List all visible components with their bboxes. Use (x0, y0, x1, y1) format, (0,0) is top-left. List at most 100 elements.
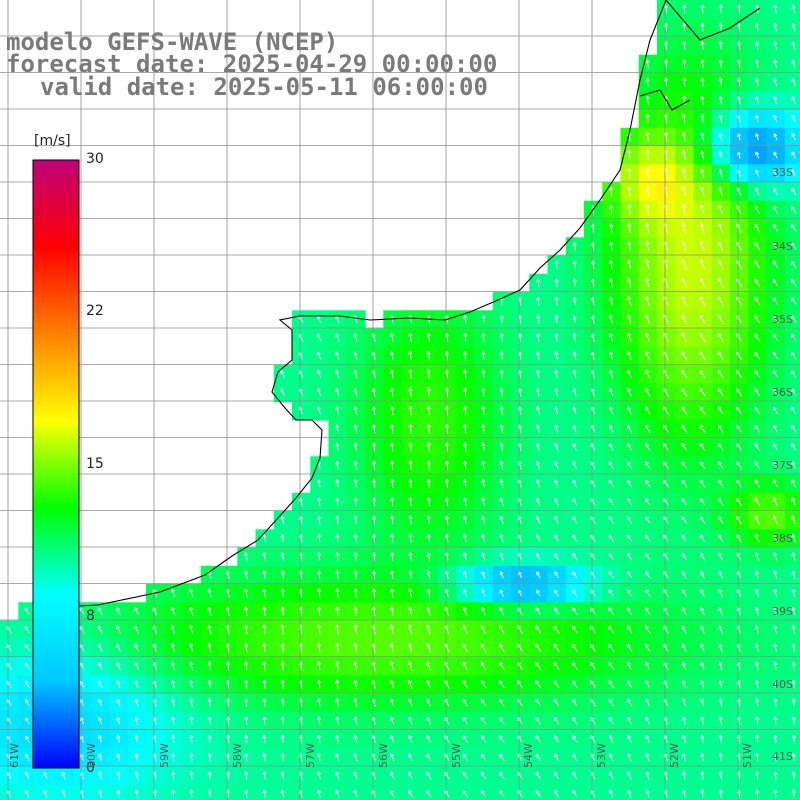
wind-arrow (98, 735, 103, 743)
wind-arrow (773, 716, 778, 726)
wind-arrow (791, 625, 796, 634)
wind-arrow (463, 589, 468, 598)
wind-arrow (554, 424, 559, 433)
wind-arrow (554, 771, 560, 780)
wind-arrow (645, 643, 651, 652)
wind-arrow (718, 771, 723, 780)
wind-arrow (554, 260, 559, 269)
wind-arrow (462, 735, 468, 743)
wind-arrow (554, 388, 559, 397)
field-cell (784, 547, 800, 567)
wind-arrow (116, 771, 121, 780)
wind-arrow (189, 624, 194, 635)
wind-arrow (426, 643, 431, 653)
wind-arrow (754, 479, 760, 488)
wind-arrow (717, 369, 724, 379)
field-cell (784, 383, 800, 403)
wind-arrow (499, 735, 505, 743)
wind-arrow (25, 789, 30, 798)
wind-arrow (499, 497, 504, 507)
wind-arrow (262, 534, 267, 543)
field-cell (419, 784, 439, 800)
wind-arrow (481, 387, 486, 397)
wind-arrow (754, 552, 760, 561)
wind-arrow (408, 753, 413, 762)
wind-arrow (462, 624, 468, 635)
wind-arrow (608, 388, 614, 397)
wind-arrow (681, 461, 688, 470)
wind-arrow (773, 789, 778, 799)
wind-arrow (353, 734, 358, 744)
wind-arrow (280, 534, 285, 543)
wind-arrow (207, 624, 212, 635)
wind-arrow (480, 680, 487, 689)
wind-arrow (772, 406, 779, 415)
wind-arrow (554, 442, 559, 452)
wind-arrow (244, 679, 249, 689)
wind-arrow (499, 534, 504, 543)
wind-arrow (718, 516, 724, 525)
wind-arrow (280, 570, 285, 580)
lat-label-39s: 39S (772, 605, 793, 618)
field-cell (237, 784, 257, 800)
wind-arrow (481, 589, 486, 597)
wind-arrow (189, 716, 194, 725)
wind-arrow (718, 497, 724, 506)
wind-arrow (791, 570, 796, 580)
wind-arrow (717, 424, 724, 433)
wind-arrow (773, 552, 778, 561)
wind-arrow (463, 424, 468, 434)
wind-arrow (755, 753, 760, 762)
wind-arrow (134, 735, 139, 743)
wind-arrow (353, 424, 358, 434)
wind-arrow (627, 388, 632, 397)
wind-arrow (463, 570, 468, 579)
wind-arrow (408, 442, 413, 452)
wind-arrow (353, 606, 358, 617)
wind-arrow (699, 388, 706, 397)
wind-arrow (335, 552, 340, 561)
field-cell (784, 18, 800, 38)
wind-arrow (791, 187, 797, 196)
wind-arrow (390, 588, 395, 598)
wind-arrow (608, 735, 614, 744)
wind-arrow (791, 734, 796, 744)
wind-arrow (463, 405, 468, 416)
field-cell (438, 784, 457, 800)
wind-arrow (718, 698, 723, 707)
wind-arrow (207, 679, 212, 689)
wind-arrow (390, 351, 395, 361)
wind-arrow (699, 534, 706, 543)
field-cell (784, 438, 800, 457)
wind-arrow (717, 333, 724, 343)
wind-arrow (335, 642, 340, 653)
wind-arrow (280, 552, 285, 561)
wind-arrow (189, 698, 194, 707)
wind-arrow (499, 424, 504, 434)
wind-arrow (463, 333, 468, 343)
wind-arrow (791, 59, 796, 68)
field-cell (784, 73, 800, 92)
wind-arrow (645, 698, 651, 707)
wind-arrow (700, 114, 705, 124)
wind-arrow (189, 643, 194, 653)
wind-arrow (480, 643, 487, 653)
wind-arrow (481, 515, 486, 525)
wind-arrow (681, 351, 688, 361)
wind-arrow (353, 771, 358, 780)
wind-arrow (718, 661, 723, 671)
wind-arrow (572, 698, 578, 707)
field-cell (784, 456, 800, 476)
wind-arrow (699, 241, 706, 252)
wind-arrow (481, 314, 486, 324)
wind-arrow (335, 753, 340, 762)
wind-arrow (681, 222, 687, 234)
wind-arrow (718, 241, 724, 252)
wind-arrow (699, 222, 705, 234)
wind-arrow (608, 333, 614, 342)
wind-arrow (681, 149, 687, 161)
wind-arrow (390, 533, 395, 543)
wind-arrow (499, 698, 505, 707)
wind-arrow (499, 479, 504, 488)
wind-arrow (700, 607, 705, 616)
